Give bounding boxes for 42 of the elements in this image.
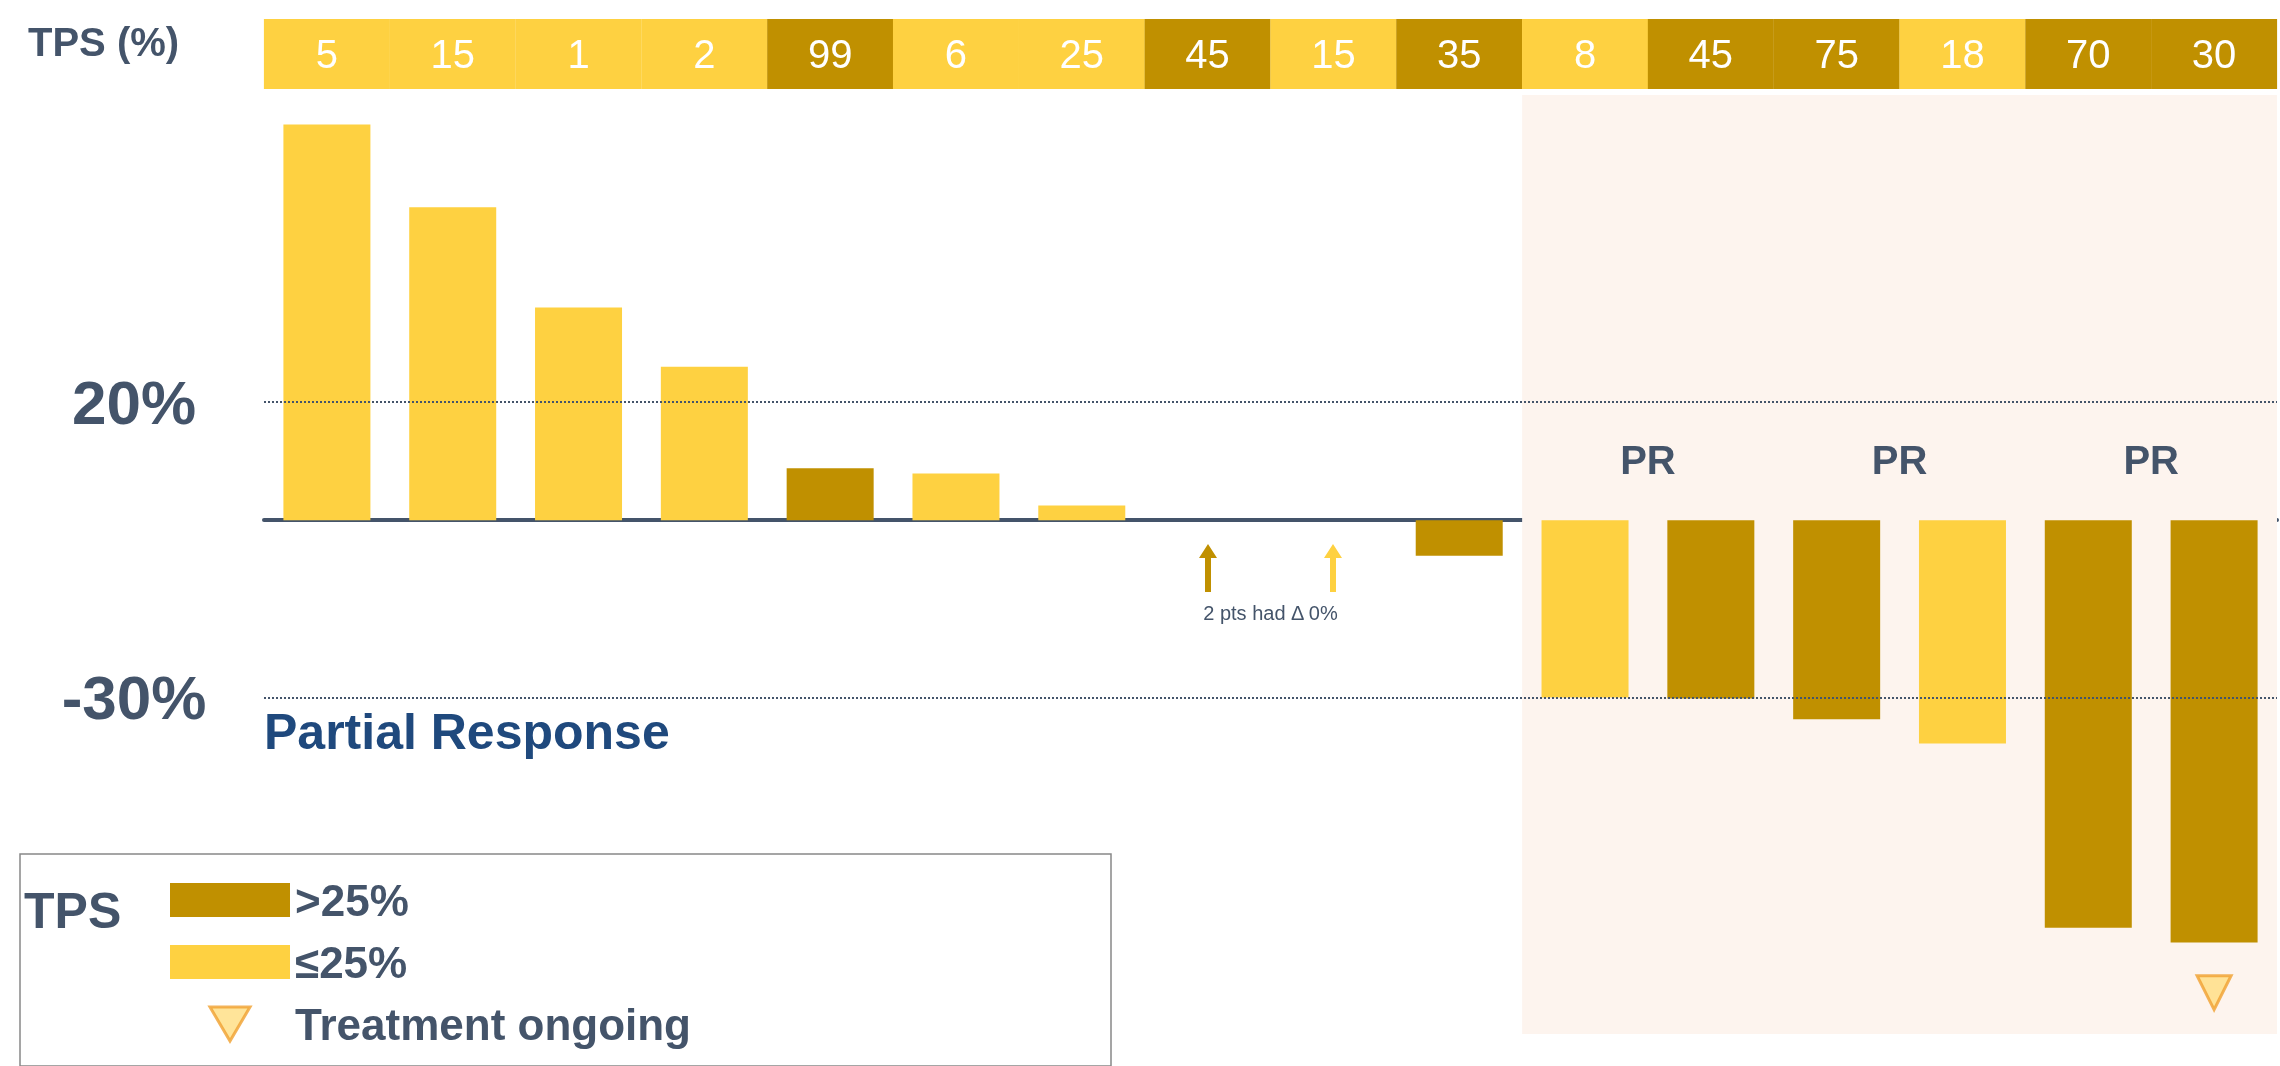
x-tick-label: 70 (2066, 32, 2111, 76)
annotation: PR (1620, 438, 1676, 483)
legend-label: ≤25% (295, 937, 408, 987)
bar (2170, 520, 2258, 943)
x-tick-label: 2 (693, 32, 716, 76)
bar (283, 124, 371, 521)
x-tick-label: 15 (1311, 32, 1356, 76)
legend-label: >25% (295, 875, 409, 925)
x-tick-label: 8 (1573, 32, 1597, 76)
x-tick-label: 30 (2191, 32, 2237, 76)
x-tick-label: 35 (1436, 32, 1482, 76)
x-tick-label: 75 (1814, 32, 1859, 76)
x-axis-title: TPS (%) (28, 20, 180, 64)
x-tick-label: 6 (944, 32, 968, 76)
bar (1541, 520, 1629, 698)
legend-title: TPS (24, 883, 122, 939)
x-tick-label: 5 (315, 32, 339, 76)
bar (2044, 520, 2132, 928)
x-tick-label: 15 (430, 32, 475, 76)
bar (535, 307, 623, 521)
bar (786, 468, 874, 521)
legend-label: Treatment ongoing (295, 999, 691, 1049)
x-tick-label: 45 (1688, 32, 1734, 76)
y-tick-label: -30% (61, 662, 207, 732)
annotation: PR (2123, 438, 2180, 483)
bar (409, 207, 497, 521)
annotation: PR (1871, 438, 1928, 483)
x-tick-label: 25 (1059, 32, 1105, 76)
bar (1793, 520, 1881, 720)
bar (1038, 505, 1126, 521)
x-tick-label: 99 (807, 32, 853, 76)
y-tick-label: 20% (71, 367, 197, 437)
bar (1918, 520, 2006, 744)
bar (1415, 520, 1503, 556)
annotation: 2 pts had Δ 0% (1203, 602, 1338, 625)
x-tick-label: 18 (1940, 32, 1985, 76)
ref-line-label: Partial Response (264, 704, 670, 761)
bar (660, 366, 748, 521)
bar (912, 473, 1000, 521)
x-tick-label: 1 (567, 32, 590, 76)
bar (1667, 520, 1755, 699)
x-tick-label: 45 (1185, 32, 1230, 76)
